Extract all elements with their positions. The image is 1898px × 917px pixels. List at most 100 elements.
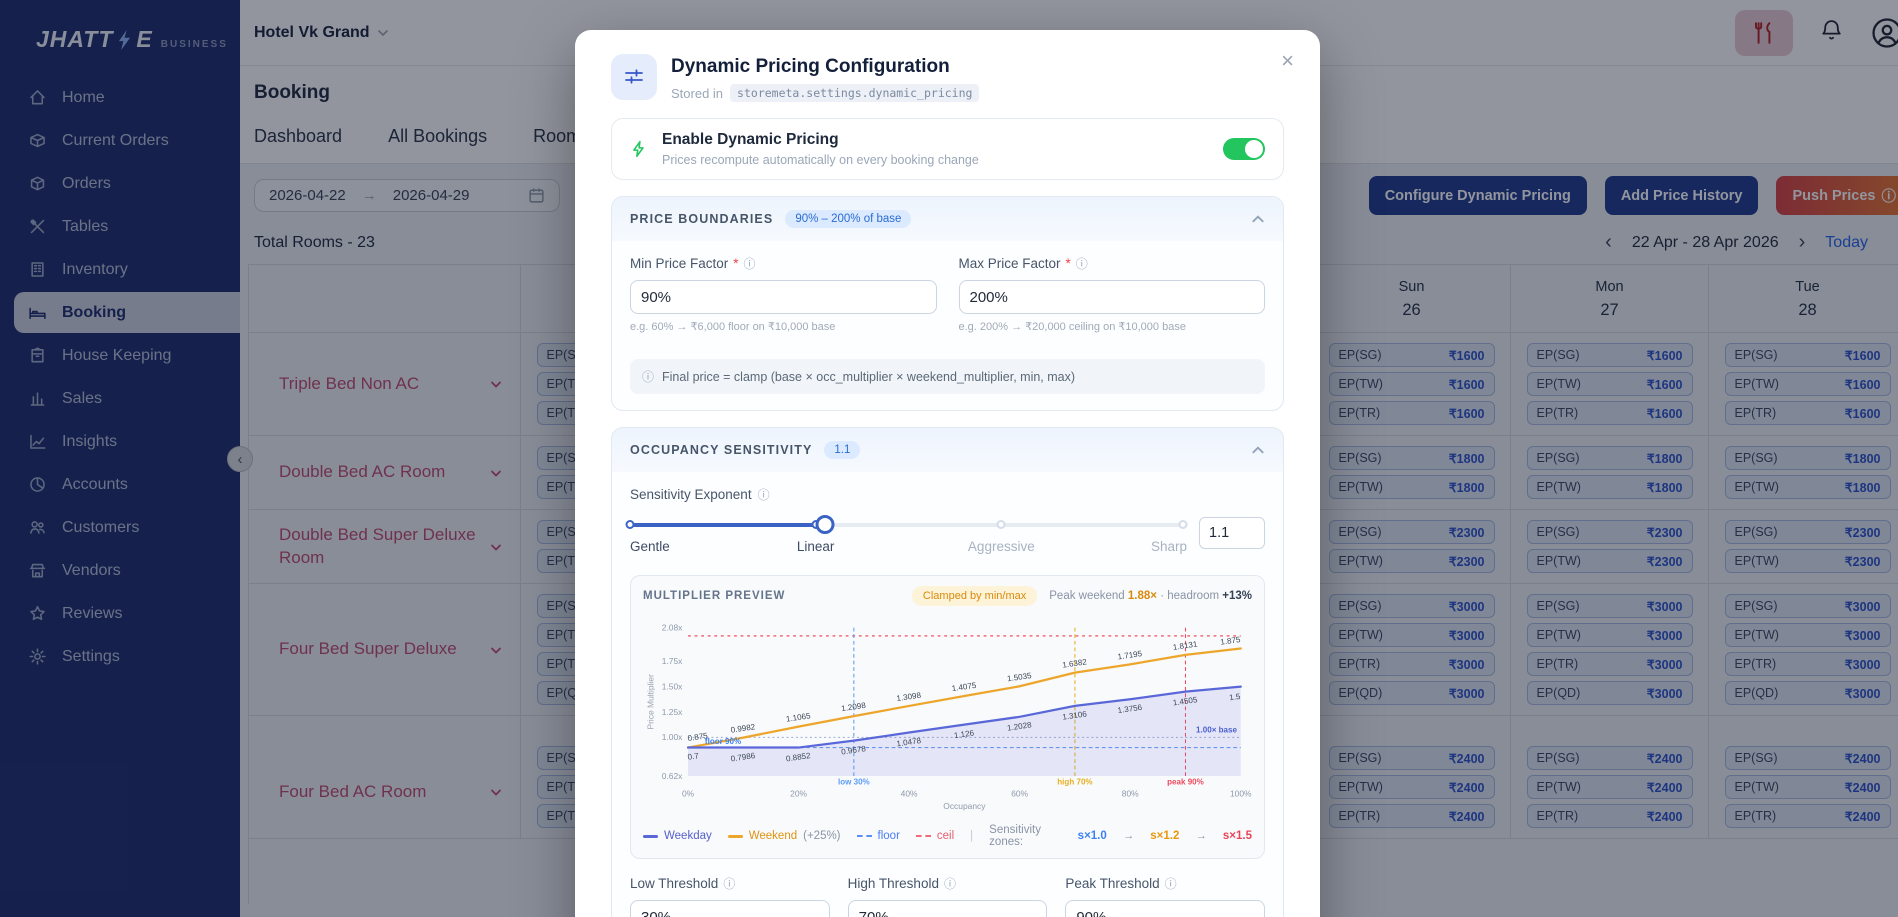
high-threshold-input[interactable]	[847, 900, 1048, 917]
rate-chip[interactable]: EP(SG) ₹1600	[1724, 343, 1891, 367]
rate-chip[interactable]: EP(SG) ₹1600	[1526, 343, 1693, 367]
sidebar-item-home[interactable]: Home	[0, 77, 240, 118]
date-range-picker[interactable]: 2026-04-22 → 2026-04-29	[254, 179, 560, 212]
tab-all-bookings[interactable]: All Bookings	[388, 126, 488, 146]
today-button[interactable]: Today	[1825, 233, 1868, 251]
info-icon[interactable]: ⓘ	[757, 488, 770, 502]
occupancy-sensitivity-header[interactable]: OCCUPANCY SENSITIVITY 1.1	[612, 428, 1283, 472]
sidebar-item-orders[interactable]: Orders	[0, 163, 240, 204]
room-name-cell[interactable]: Double Bed Super Deluxe Room	[249, 510, 521, 583]
rate-chip[interactable]: EP(TW) ₹1800	[1526, 475, 1693, 499]
info-icon[interactable]: ⓘ	[943, 877, 956, 891]
rate-chip[interactable]: EP(SG) ₹3000	[1526, 594, 1693, 618]
rate-chip[interactable]: EP(TW) ₹2300	[1328, 549, 1495, 573]
tab-room[interactable]: Room	[533, 126, 582, 146]
room-name-cell[interactable]: Four Bed AC Room	[249, 716, 521, 838]
rate-chip[interactable]: EP(TW) ₹2300	[1526, 549, 1693, 573]
rate-chip[interactable]: EP(SG) ₹2400	[1724, 746, 1891, 770]
rate-chip[interactable]: EP(QD) ₹3000	[1328, 681, 1495, 705]
rate-chip[interactable]: EP(TW) ₹3000	[1328, 623, 1495, 647]
sidebar-item-inventory[interactable]: Inventory	[0, 249, 240, 290]
user-avatar[interactable]	[1870, 16, 1898, 50]
rate-chip[interactable]: EP(SG) ₹2300	[1526, 520, 1693, 544]
notifications-button[interactable]	[1819, 18, 1844, 48]
section-title: PRICE BOUNDARIES	[630, 212, 774, 226]
rate-chip[interactable]: EP(SG) ₹2300	[1724, 520, 1891, 544]
add-price-history-button[interactable]: Add Price History	[1604, 176, 1759, 215]
rate-chip[interactable]: EP(SG) ₹3000	[1328, 594, 1495, 618]
push-prices-button[interactable]: Push Prices ⓘ	[1776, 176, 1898, 215]
sidebar-item-accounts[interactable]: Accounts	[0, 464, 240, 505]
rate-plan-label: EP(SG)	[1734, 751, 1778, 765]
sensitivity-slider-handle[interactable]	[815, 515, 835, 534]
rate-chip[interactable]: EP(TW) ₹1600	[1724, 372, 1891, 396]
prev-week-button[interactable]: ‹	[1605, 231, 1612, 253]
price-boundaries-header[interactable]: PRICE BOUNDARIES 90% – 200% of base	[612, 197, 1283, 241]
rate-chip[interactable]: EP(TW) ₹1600	[1526, 372, 1693, 396]
sidebar-item-insights[interactable]: Insights	[0, 421, 240, 462]
rate-chip[interactable]: EP(SG) ₹1800	[1328, 446, 1495, 470]
store-selector[interactable]: Hotel Vk Grand	[254, 24, 389, 42]
min-price-factor-input[interactable]	[630, 280, 937, 314]
rate-chip[interactable]: EP(SG) ₹1800	[1526, 446, 1693, 470]
info-icon[interactable]: ⓘ	[723, 877, 736, 891]
rate-chip[interactable]: EP(TW) ₹1800	[1328, 475, 1495, 499]
sidebar-item-house-keeping[interactable]: House Keeping	[0, 335, 240, 376]
next-week-button[interactable]: ›	[1798, 231, 1806, 253]
info-icon[interactable]: ⓘ	[1164, 877, 1177, 891]
sidebar-collapse-handle[interactable]: ‹	[227, 446, 253, 472]
rate-chip[interactable]: EP(TR) ₹3000	[1328, 652, 1495, 676]
chevron-up-icon	[1252, 215, 1264, 223]
enable-toggle[interactable]	[1223, 138, 1265, 160]
info-icon[interactable]: ⓘ	[743, 257, 756, 271]
sidebar-item-customers[interactable]: Customers	[0, 507, 240, 548]
rate-chip[interactable]: EP(TR) ₹3000	[1724, 652, 1891, 676]
rate-chip[interactable]: EP(TR) ₹2400	[1328, 804, 1495, 828]
rate-chip[interactable]: EP(TW) ₹2300	[1724, 549, 1891, 573]
rate-chip[interactable]: EP(TR) ₹2400	[1724, 804, 1891, 828]
rate-chip[interactable]: EP(TW) ₹3000	[1526, 623, 1693, 647]
sidebar-item-tables[interactable]: Tables	[0, 206, 240, 247]
rate-chip[interactable]: EP(SG) ₹2400	[1328, 746, 1495, 770]
rate-chip[interactable]: EP(QD) ₹3000	[1724, 681, 1891, 705]
max-price-factor-input[interactable]	[958, 280, 1265, 314]
rate-chip[interactable]: EP(TR) ₹1600	[1328, 401, 1495, 425]
low-threshold-input[interactable]	[630, 900, 830, 917]
rate-cell: EP(SG) ₹3000 EP(TW) ₹3000 EP(TR) ₹3000 EP(QD) ₹…	[1709, 584, 1898, 715]
sidebar-item-vendors[interactable]: Vendors	[0, 550, 240, 591]
sidebar-item-current-orders[interactable]: Current Orders	[0, 120, 240, 161]
room-name-cell[interactable]: Double Bed AC Room	[249, 436, 521, 509]
rate-chip[interactable]: EP(SG) ₹2400	[1526, 746, 1693, 770]
room-name-cell[interactable]: Four Bed Super Deluxe	[249, 584, 521, 715]
rate-chip[interactable]: EP(SG) ₹1800	[1724, 446, 1891, 470]
sensitivity-value-input[interactable]	[1199, 517, 1265, 549]
tab-dashboard[interactable]: Dashboard	[254, 126, 343, 146]
rate-chip[interactable]: EP(TW) ₹1800	[1724, 475, 1891, 499]
sidebar-item-settings[interactable]: Settings	[0, 636, 240, 677]
peak-threshold-input[interactable]	[1065, 900, 1265, 917]
sidebar-item-booking[interactable]: Booking	[14, 292, 240, 333]
rate-chip[interactable]: EP(SG) ₹3000	[1724, 594, 1891, 618]
rate-chip[interactable]: EP(TR) ₹1600	[1526, 401, 1693, 425]
close-icon[interactable]: ×	[1281, 48, 1294, 73]
info-icon[interactable]: ⓘ	[1075, 257, 1088, 271]
sidebar-item-sales[interactable]: Sales	[0, 378, 240, 419]
sensitivity-slider-track[interactable]	[625, 515, 1188, 534]
rate-chip[interactable]: EP(TW) ₹2400	[1328, 775, 1495, 799]
rate-chip[interactable]: EP(TW) ₹3000	[1724, 623, 1891, 647]
rate-chip[interactable]: EP(TW) ₹2400	[1526, 775, 1693, 799]
configure-dynamic-pricing-button[interactable]: Configure Dynamic Pricing	[1368, 176, 1587, 215]
room-name-cell[interactable]: Triple Bed Non AC	[249, 333, 521, 435]
rate-chip[interactable]: EP(SG) ₹1600	[1328, 343, 1495, 367]
restaurant-button[interactable]	[1735, 9, 1793, 56]
rate-chip[interactable]: EP(TW) ₹1600	[1328, 372, 1495, 396]
rate-chip[interactable]: EP(TW) ₹2400	[1724, 775, 1891, 799]
rate-chip[interactable]: EP(TR) ₹2400	[1526, 804, 1693, 828]
rate-price: ₹1600	[1448, 348, 1485, 363]
rate-chip[interactable]: EP(QD) ₹3000	[1526, 681, 1693, 705]
rate-chip[interactable]: EP(TR) ₹3000	[1526, 652, 1693, 676]
rate-chip[interactable]: EP(TR) ₹1600	[1724, 401, 1891, 425]
rate-chip[interactable]: EP(SG) ₹2300	[1328, 520, 1495, 544]
sidebar-item-reviews[interactable]: Reviews	[0, 593, 240, 634]
